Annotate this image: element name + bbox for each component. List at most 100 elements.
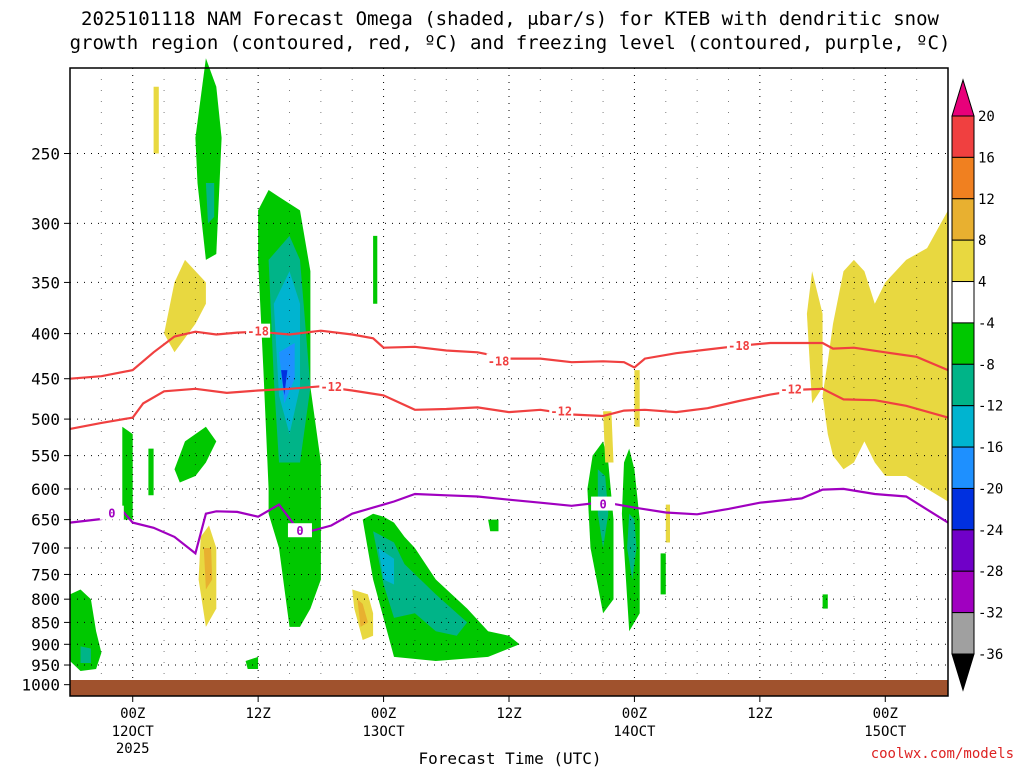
colorbar-swatch-0 [951, 115, 975, 158]
omega-minus4-h [488, 519, 499, 532]
y-tick-label-750: 750 [31, 565, 60, 584]
colorbar-label-4: 4 [978, 275, 986, 291]
y-tick-label-900: 900 [31, 635, 60, 654]
colorbar: 20 16 12 8 4 -4 -8 -12 -16 -20 -24 -28 -32 -36 [951, 78, 1003, 692]
dgz-minus18-label-0: -18 [247, 325, 269, 339]
omega-minus8-left [80, 646, 91, 663]
x-tick-label-2: 00Z [371, 706, 396, 722]
x-tick-label-6: 00Z [873, 706, 898, 722]
omega-minus4-e [148, 448, 154, 496]
colorbar-swatch-1 [951, 156, 975, 200]
omega-plus8-b [203, 548, 213, 590]
colorbar-label-9: -20 [978, 481, 1003, 497]
omega-plus4-top [153, 86, 159, 154]
colorbar-swatch-5 [951, 322, 975, 365]
y-tick-label-950: 950 [31, 656, 60, 675]
y-tick-label-400: 400 [31, 325, 60, 344]
x-tick-date-0: 12OCT [112, 724, 155, 740]
x-tick-date-2: 13OCT [362, 724, 405, 740]
x-tick-date-6: 15OCT [864, 724, 907, 740]
omega-minus8-tall [205, 183, 215, 224]
freezing-level-label-0: 0 [108, 507, 115, 521]
colorbar-swatch-4 [951, 281, 975, 324]
dgz-minus18-label-bg-0 [246, 323, 271, 338]
colorbar-swatch-2 [951, 198, 975, 241]
dgz-minus12-label-bg-1 [549, 403, 574, 418]
x-tick-year-0: 2025 [116, 741, 150, 757]
colorbar-label-11: -28 [978, 564, 1003, 580]
x-tick-date-4: 14OCT [613, 724, 656, 740]
omega-minus4-i [660, 553, 666, 595]
freezing-level [69, 487, 949, 556]
colorbar-swatch-11 [951, 570, 975, 614]
omega-minus4-j [822, 594, 828, 609]
dgz-minus12-label-1: -12 [550, 404, 572, 418]
colorbar-swatch-6 [951, 363, 975, 407]
omega-minus12-mid [378, 548, 394, 585]
dgz-minus12-label-bg-2 [779, 381, 804, 396]
colorbar-label-0: 20 [978, 109, 995, 125]
colorbar-label-5: -4 [978, 316, 995, 332]
omega-minus4-d [122, 426, 133, 520]
y-tick-label-600: 600 [31, 480, 60, 499]
x-tick-label-1: 12Z [245, 706, 270, 722]
y-tick-label-700: 700 [31, 539, 60, 558]
dgz-minus18-label-1: -18 [488, 354, 510, 368]
freezing-level-label-bg-1 [287, 523, 312, 538]
dgz-minus18-label-bg-2 [726, 337, 751, 352]
x-tick-label-5: 12Z [747, 706, 772, 722]
y-tick-label-550: 550 [31, 447, 60, 466]
y-tick-label-300: 300 [31, 214, 60, 233]
y-tick-label-450: 450 [31, 370, 60, 389]
colorbar-swatch-12 [951, 612, 975, 655]
x-axis-label: Forecast Time (UTC) [418, 749, 601, 768]
y-axis-ticks: 250 300 350 400 450 500 550 600 650 700 750 800 850 9… [21, 144, 70, 695]
omega-plus4-f [665, 504, 670, 543]
dgz-minus12-label-bg-0 [319, 379, 344, 394]
dgz-minus12-label-2: -12 [780, 383, 802, 397]
x-tick-label-3: 12Z [496, 706, 521, 722]
colorbar-top-arrow [951, 78, 975, 117]
omega-minus4-tall [195, 58, 222, 260]
omega-minus20-col1 [281, 370, 288, 396]
dgz-minus12-label-0: -12 [320, 380, 342, 394]
colorbar-label-2: 12 [978, 192, 995, 208]
colorbar-swatch-10 [951, 529, 975, 572]
omega-minus4-k [373, 235, 378, 304]
colorbar-swatch-3 [951, 239, 975, 283]
freezing-level-label-2: 0 [599, 498, 606, 512]
terrain-ground [70, 680, 948, 696]
y-tick-label-250: 250 [31, 144, 60, 163]
chart-title-line-2: growth region (contoured, red, ºC) and f… [70, 32, 951, 54]
omega-minus8-mid [373, 531, 468, 636]
x-tick-label-4: 00Z [622, 706, 647, 722]
y-tick-label-500: 500 [31, 410, 60, 429]
omega-minus4-left [70, 589, 102, 671]
colorbar-label-3: 8 [978, 233, 986, 249]
credit-text: coolwx.com/models [871, 746, 1014, 762]
colorbar-swatch-8 [951, 446, 975, 489]
y-tick-label-350: 350 [31, 273, 60, 292]
y-tick-label-1000: 1000 [21, 676, 60, 695]
freezing-level-label-bg-2 [591, 496, 616, 511]
omega-minus4-mid [362, 513, 520, 661]
freezing-level-label-bg-0 [99, 505, 124, 520]
colorbar-swatch-9 [951, 487, 975, 531]
y-tick-label-650: 650 [31, 511, 60, 530]
omega-plus4-right-b [806, 271, 823, 404]
omega-plus8-c [357, 599, 368, 627]
y-tick-label-800: 800 [31, 590, 60, 609]
chart-title-line-1: 2025101118 NAM Forecast Omega (shaded, μ… [81, 8, 939, 30]
omega-plus4-a [164, 259, 206, 353]
y-tick-label-850: 850 [31, 613, 60, 632]
omega-plus4-d [603, 411, 614, 463]
omega-plus4-e [634, 370, 640, 427]
colorbar-bottom-arrow [951, 653, 975, 692]
dgz-minus18-label-2: -18 [728, 339, 750, 353]
omega-minus4-f [174, 426, 217, 483]
colorbar-label-6: -8 [978, 357, 995, 373]
colorbar-label-13: -36 [978, 647, 1003, 663]
colorbar-label-10: -24 [978, 523, 1003, 539]
